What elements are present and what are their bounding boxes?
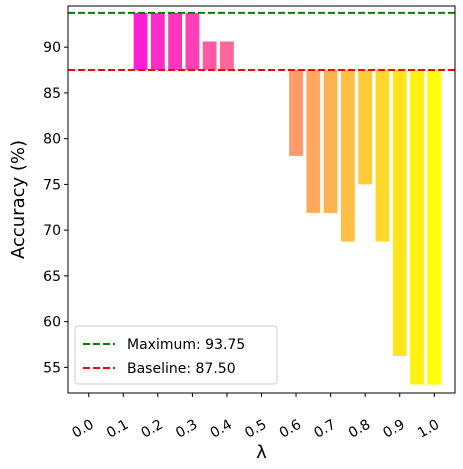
legend: Maximum: 93.75 Baseline: 87.50 xyxy=(74,325,278,385)
legend-box xyxy=(74,325,278,385)
reference-lines-layer xyxy=(68,11,455,72)
x-axis-title: λ xyxy=(256,442,267,463)
x-tick-label-0: 0.0 xyxy=(69,417,96,442)
bar-11 xyxy=(375,70,390,242)
legend-entries: Maximum: 93.75 Baseline: 87.50 xyxy=(83,337,245,377)
bar-6 xyxy=(289,70,303,156)
y-tick-label-3: 70 xyxy=(43,223,61,239)
y-tick-label-0: 55 xyxy=(43,360,61,376)
x-axis-ticks: 0.0 0.1 0.2 0.3 0.4 0.5 0.6 0.7 0.8 0.9 1.0 xyxy=(69,393,442,442)
legend-label-1: Baseline: 87.50 xyxy=(127,361,236,377)
x-tick-label-9: 0.9 xyxy=(380,417,407,442)
x-tick-label-6: 0.6 xyxy=(277,417,304,442)
x-tick-label-7: 0.7 xyxy=(311,417,338,442)
y-tick-label-2: 65 xyxy=(43,269,61,285)
y-tick-label-7: 90 xyxy=(43,40,61,56)
bars-layer xyxy=(133,12,442,385)
x-tick-label-8: 0.8 xyxy=(346,417,373,442)
bar-3 xyxy=(185,12,200,71)
x-tick-label-10: 1.0 xyxy=(415,417,442,442)
bar-1 xyxy=(150,12,165,71)
bar-12 xyxy=(392,70,407,356)
y-tick-label-6: 85 xyxy=(43,86,61,102)
legend-label-0: Maximum: 93.75 xyxy=(127,337,245,353)
y-axis-title: Accuracy (%) xyxy=(8,140,29,259)
bar-0 xyxy=(133,12,148,71)
bar-7 xyxy=(306,70,321,213)
y-tick-label-1: 60 xyxy=(43,315,61,331)
x-tick-label-5: 0.5 xyxy=(242,417,269,442)
x-tick-label-3: 0.3 xyxy=(173,417,200,442)
bar-10 xyxy=(358,70,373,185)
bar-13 xyxy=(410,70,424,385)
x-tick-label-4: 0.4 xyxy=(208,417,235,442)
bar-8 xyxy=(323,70,338,213)
bar-14 xyxy=(427,70,442,385)
bar-9 xyxy=(340,70,355,242)
y-tick-label-5: 80 xyxy=(43,132,61,148)
bar-5 xyxy=(220,41,234,71)
bar-2 xyxy=(168,12,183,71)
x-tick-label-2: 0.2 xyxy=(139,417,166,442)
y-tick-label-4: 75 xyxy=(43,177,61,193)
x-tick-label-1: 0.1 xyxy=(104,417,131,442)
y-axis-ticks: 55 60 65 70 75 80 85 90 xyxy=(43,40,68,376)
bar-4 xyxy=(202,41,217,71)
